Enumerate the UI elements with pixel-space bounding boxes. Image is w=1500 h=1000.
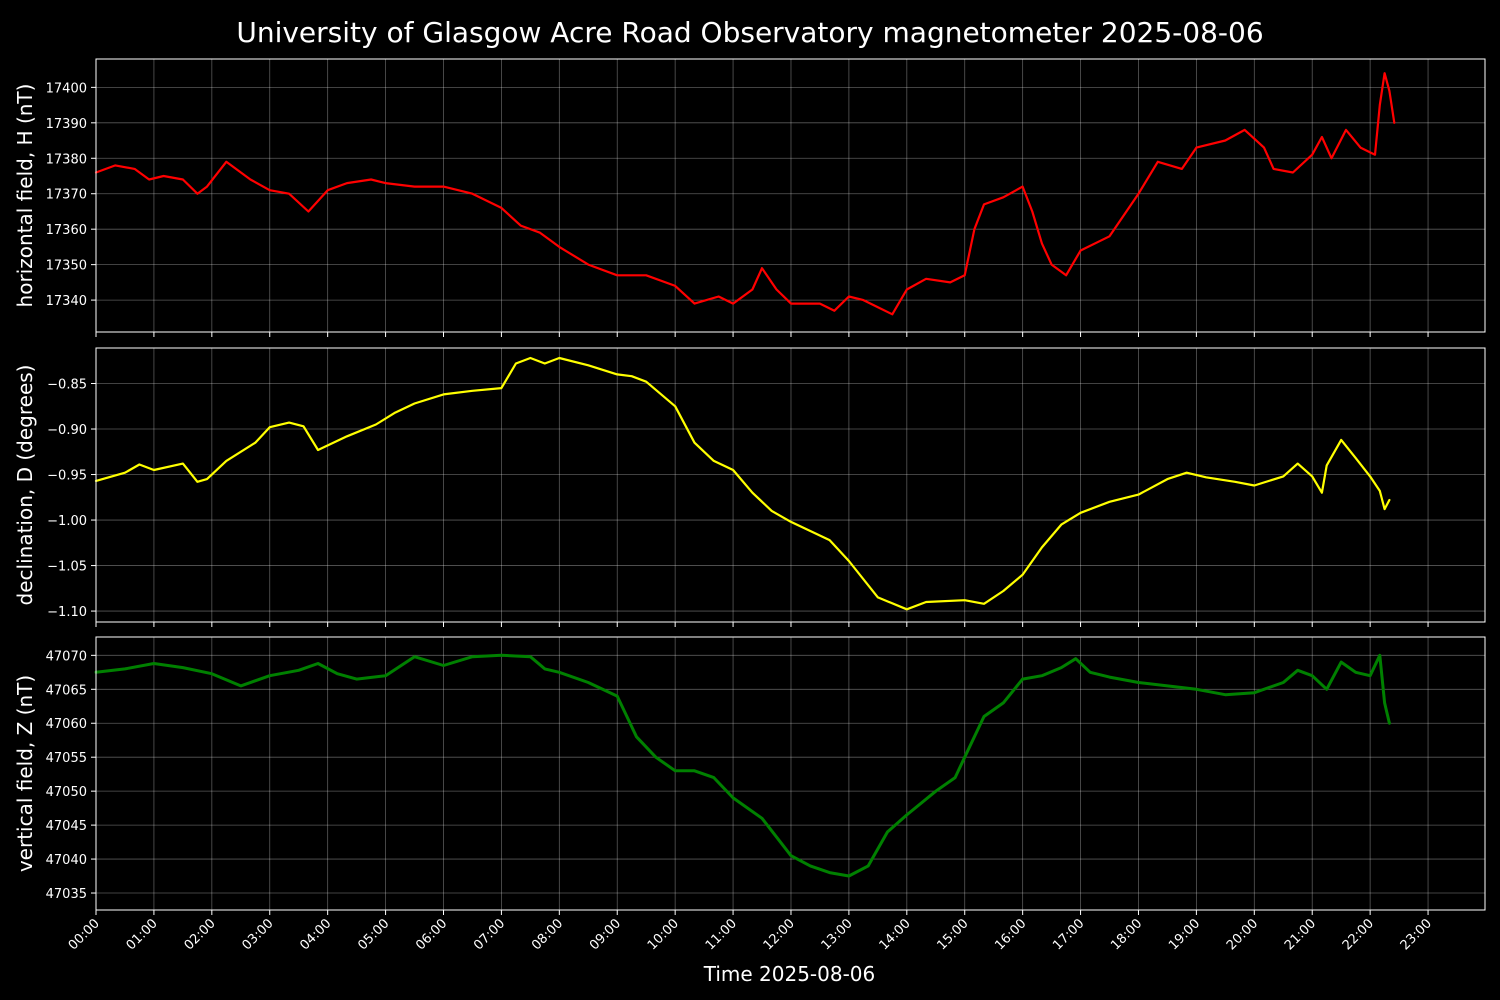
vertical-field-xtick-label-18: 18:00 [1108,916,1145,953]
vertical-field-xtick-label-17: 17:00 [1050,916,1087,953]
declination-series-line-0 [94,356,1391,611]
declination-ylabel: declination, D (degrees) [13,365,37,606]
vertical-field-series-line-0 [94,653,1391,878]
panel-horizontal-field: 17340 17350 17360 17370 17380 17390 17400 horiz… [13,58,1486,337]
declination-ytick-label-3: −0.95 [47,469,87,484]
vertical-field-plot-frame [95,636,1486,911]
horizontal-field-ytick-label-6: 17400 [46,81,87,96]
declination-ytick-label-4: −0.90 [47,423,87,438]
vertical-field-xtick-label-3: 03:00 [239,916,276,953]
vertical-field-xtick-label-14: 14:00 [877,916,914,953]
vertical-field-ytick-label-7: 47070 [46,649,87,664]
vertical-field-xtick-label-8: 08:00 [529,916,566,953]
declination-ytick-label-0: −1.10 [47,605,87,620]
vertical-field-xtick-label-11: 11:00 [703,916,740,953]
vertical-field-xtick-label-2: 02:00 [182,916,219,953]
horizontal-field-plot-frame [95,58,1486,333]
horizontal-field-ylabel: horizontal field, H (nT) [13,84,37,308]
figure-title: University of Glasgow Acre Road Observat… [236,16,1263,49]
vertical-field-ytick-label-2: 47045 [46,819,87,834]
vertical-field-ytick-label-4: 47055 [46,751,87,766]
vertical-field-xtick-label-4: 04:00 [297,916,334,953]
vertical-field-ytick-label-0: 47035 [46,887,87,902]
vertical-field-xtick-label-21: 21:00 [1282,916,1319,953]
vertical-field-xtick-label-0: 00:00 [66,916,103,953]
vertical-field-xtick-label-16: 16:00 [992,916,1029,953]
declination-plot-frame [95,347,1486,623]
declination-ytick-label-2: −1.00 [47,514,87,529]
vertical-field-xlabel: Time 2025-08-06 [703,962,876,986]
vertical-field-ytick-label-1: 47040 [46,853,87,868]
vertical-field-xtick-label-5: 05:00 [355,916,392,953]
vertical-field-xtick-label-12: 12:00 [761,916,798,953]
panel-declination: −1.10 −1.05 −1.00 −0.95 −0.90 −0.85 declinatio… [13,347,1486,627]
declination-ytick-label-5: −0.85 [47,378,87,393]
vertical-field-xtick-label-22: 22:00 [1340,916,1377,953]
horizontal-field-ytick-label-4: 17380 [46,152,87,167]
horizontal-field-ytick-label-2: 17360 [46,223,87,238]
vertical-field-xtick-label-20: 20:00 [1224,916,1261,953]
vertical-field-ytick-label-3: 47050 [46,785,87,800]
vertical-field-xtick-label-6: 06:00 [413,916,450,953]
horizontal-field-ytick-label-3: 17370 [46,188,87,203]
vertical-field-xtick-label-19: 19:00 [1166,916,1203,953]
declination-ytick-label-1: −1.05 [47,560,87,575]
vertical-field-ytick-label-5: 47060 [46,717,87,732]
vertical-field-xtick-label-23: 23:00 [1398,916,1435,953]
vertical-field-xtick-label-13: 13:00 [819,916,856,953]
vertical-field-xtick-label-9: 09:00 [587,916,624,953]
vertical-field-ylabel: vertical field, Z (nT) [13,675,37,872]
vertical-field-xtick-label-15: 15:00 [934,916,971,953]
vertical-field-xtick-label-1: 01:00 [124,916,161,953]
horizontal-field-ytick-label-5: 17390 [46,117,87,132]
vertical-field-xtick-label-10: 10:00 [645,916,682,953]
horizontal-field-series-line-0 [94,72,1396,316]
vertical-field-xtick-label-7: 07:00 [471,916,508,953]
panel-vertical-field: 47035 47040 47045 47050 47055 47060 47065 47070… [13,636,1486,986]
horizontal-field-ytick-label-1: 17350 [46,259,87,274]
horizontal-field-ytick-label-0: 17340 [46,294,87,309]
vertical-field-ytick-label-6: 47065 [46,683,87,698]
